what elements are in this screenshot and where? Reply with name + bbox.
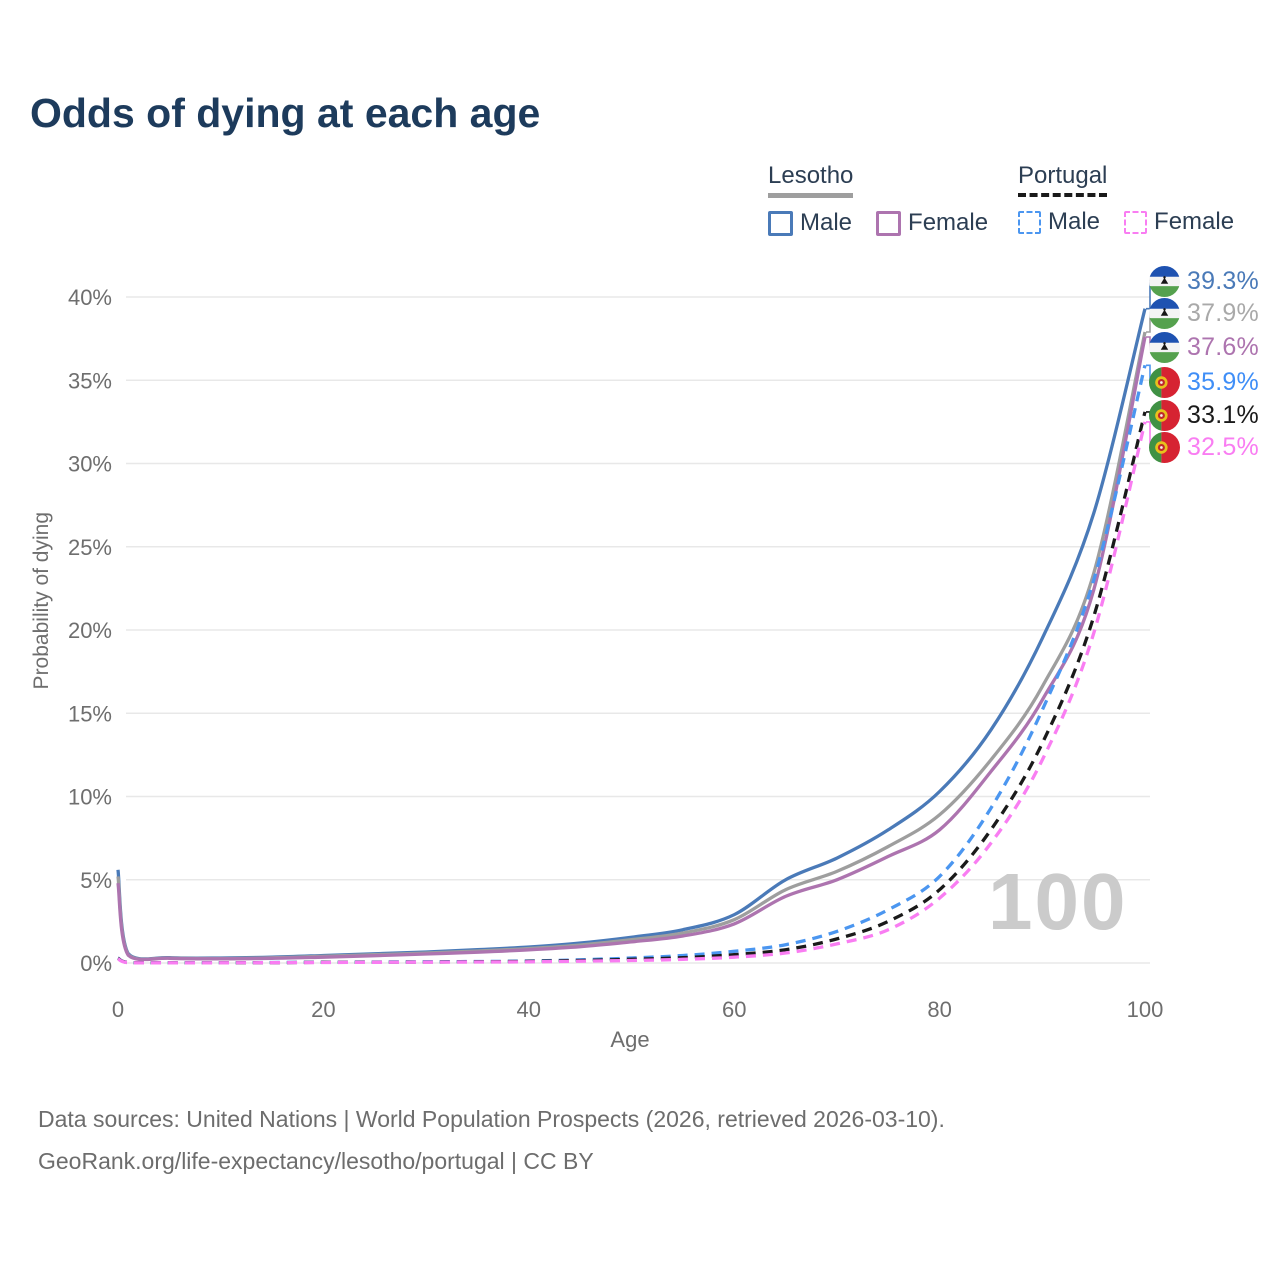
legend-group-lesotho: Lesotho Male Female	[768, 162, 988, 237]
legend-portugal-header[interactable]: Portugal	[1018, 162, 1108, 197]
lesotho-flag-icon	[1149, 331, 1180, 363]
series-line-6[interactable]	[117, 421, 1147, 965]
end-label-value: 39.3%	[1187, 266, 1259, 295]
end-label-lesotho-female: 37.6%	[1149, 331, 1259, 363]
end-label-value: 37.6%	[1187, 332, 1259, 361]
x-tick-label: 20	[311, 997, 335, 1022]
x-tick-label: 0	[112, 997, 124, 1022]
end-label-value: 32.5%	[1187, 432, 1259, 461]
legend-label: Male	[800, 209, 853, 236]
portugal-flag-icon	[1149, 431, 1180, 463]
age-watermark: 100	[988, 857, 1128, 946]
legend-lesotho-header[interactable]: Lesotho	[768, 162, 854, 198]
y-tick-label: 20%	[68, 618, 112, 643]
portugal-female-swatch	[1124, 210, 1148, 234]
x-tick-label: 60	[722, 997, 746, 1022]
y-tick-label: 5%	[80, 868, 112, 893]
legend-label: Male	[1048, 208, 1101, 235]
portugal-flag-icon	[1149, 399, 1180, 431]
portugal-flag-icon	[1149, 366, 1180, 398]
lesotho-male-swatch	[768, 210, 793, 236]
series-line-3[interactable]	[116, 336, 1147, 962]
end-label-value: 35.9%	[1187, 367, 1259, 396]
y-tick-label: 0%	[80, 951, 112, 976]
x-tick-label: 100	[1127, 997, 1164, 1022]
y-tick-label: 40%	[68, 285, 112, 310]
lesotho-flag-icon	[1149, 265, 1180, 297]
legend-item-lesotho-female[interactable]: Female	[876, 209, 988, 237]
data-sources-line: Data sources: United Nations | World Pop…	[38, 1106, 945, 1132]
end-label-value: 37.9%	[1187, 298, 1259, 327]
end-label-value: 33.1%	[1187, 400, 1259, 429]
y-axis-title: Probability of dying	[30, 512, 53, 690]
end-label-portugal-female: 32.5%	[1149, 431, 1259, 463]
legend-item-portugal-male[interactable]: Male	[1018, 208, 1100, 236]
end-label-lesotho-both: 37.9%	[1149, 297, 1259, 329]
y-tick-label: 15%	[68, 701, 112, 726]
legend-label: Female	[1154, 208, 1235, 235]
portugal-male-swatch	[1018, 210, 1041, 234]
y-tick-label: 25%	[68, 535, 112, 560]
page-title: Odds of dying at each age	[30, 90, 541, 136]
y-tick-label: 30%	[68, 452, 112, 477]
x-axis-title: Age	[610, 1027, 650, 1052]
mortality-line-chart[interactable]: 0% 5% 10% 15% 20% 25% 30% 35% 40% 0 20 40 60 80 100	[0, 245, 1280, 1065]
x-tick-label: 80	[927, 997, 951, 1022]
x-tick-label: 40	[517, 997, 541, 1022]
end-label-portugal-both: 33.1%	[1149, 399, 1259, 431]
legend-item-lesotho-male[interactable]: Male	[768, 209, 852, 237]
y-tick-label: 35%	[68, 368, 112, 393]
attribution-line: GeoRank.org/life-expectancy/lesotho/port…	[38, 1148, 594, 1174]
lesotho-flag-icon	[1149, 297, 1180, 329]
end-label-lesotho-male: 39.3%	[1149, 265, 1259, 297]
legend-item-portugal-female[interactable]: Female	[1124, 208, 1234, 236]
end-label-portugal-male: 35.9%	[1149, 366, 1259, 398]
y-tick-label: 10%	[68, 785, 112, 810]
legend-label: Female	[908, 209, 989, 236]
lesotho-female-swatch	[876, 210, 902, 236]
legend-group-portugal: Portugal Male Female	[1018, 162, 1234, 236]
